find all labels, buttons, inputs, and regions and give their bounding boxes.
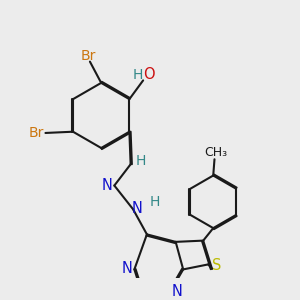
Text: O: O: [143, 68, 154, 82]
Text: H: H: [136, 154, 146, 167]
Text: Br: Br: [29, 126, 44, 140]
Text: N: N: [172, 284, 182, 299]
Text: S: S: [212, 258, 221, 273]
Text: N: N: [102, 178, 113, 193]
Text: Br: Br: [81, 49, 96, 63]
Text: H: H: [132, 68, 143, 82]
Text: H: H: [149, 195, 160, 209]
Text: N: N: [122, 261, 132, 276]
Text: N: N: [131, 201, 142, 216]
Text: CH₃: CH₃: [204, 146, 227, 159]
